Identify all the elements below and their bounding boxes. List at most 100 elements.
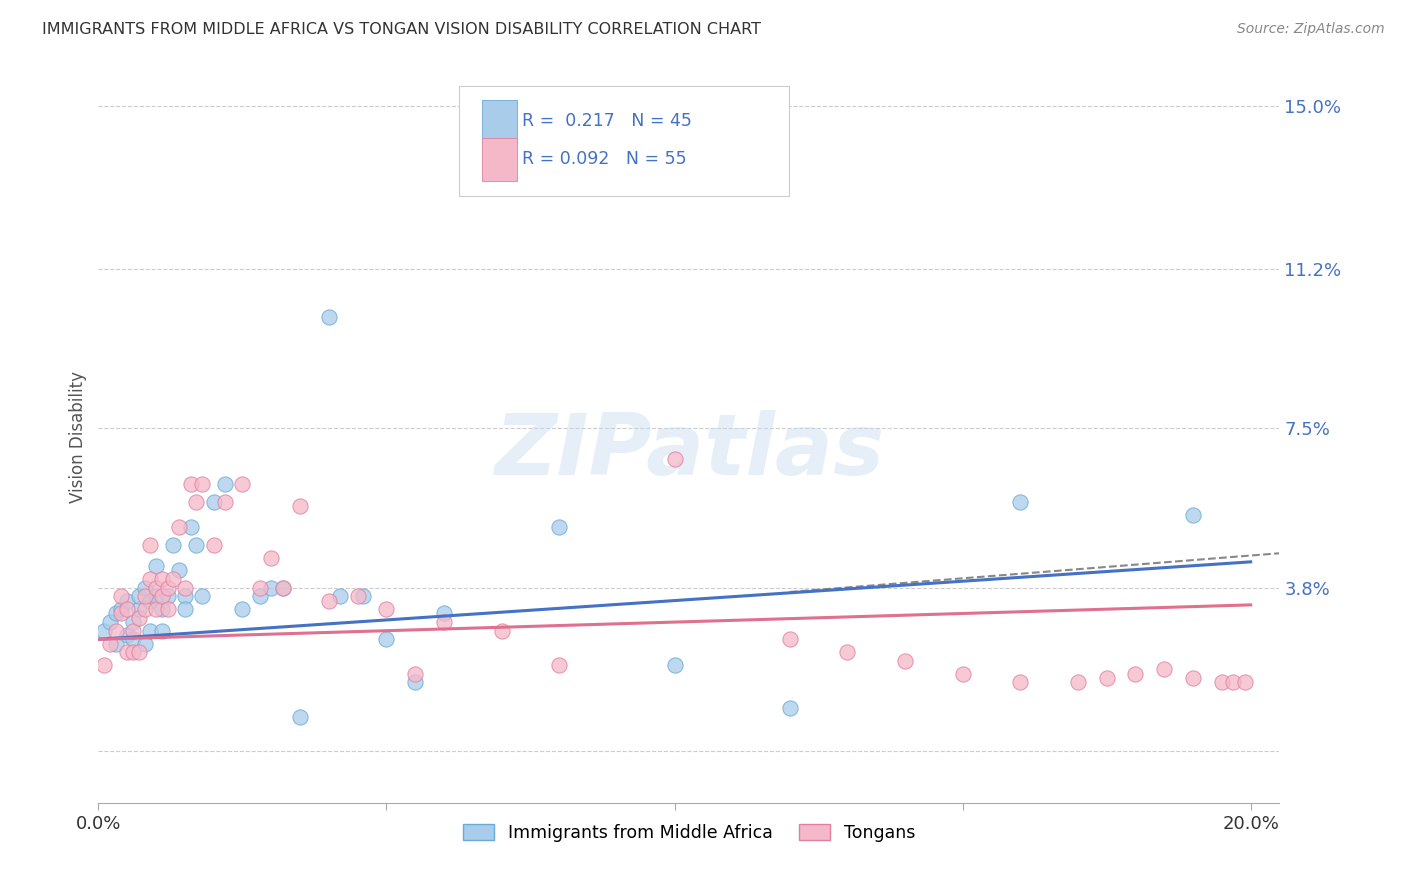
- Point: [779, 632, 801, 647]
- Point: [1125, 666, 1147, 681]
- Point: [104, 607, 127, 621]
- Point: [134, 602, 156, 616]
- Text: R = 0.092   N = 55: R = 0.092 N = 55: [523, 150, 688, 168]
- Point: [134, 581, 156, 595]
- Point: [145, 559, 167, 574]
- Point: [404, 675, 426, 690]
- Text: Source: ZipAtlas.com: Source: ZipAtlas.com: [1237, 22, 1385, 37]
- Point: [271, 581, 294, 595]
- Point: [104, 637, 127, 651]
- Point: [128, 589, 150, 603]
- Point: [191, 589, 214, 603]
- Point: [139, 572, 162, 586]
- Point: [664, 451, 686, 466]
- Point: [837, 645, 859, 659]
- Point: [104, 624, 127, 638]
- Point: [167, 564, 190, 578]
- Point: [110, 589, 132, 603]
- Point: [186, 494, 208, 508]
- Point: [156, 602, 179, 616]
- Point: [491, 624, 513, 638]
- Point: [122, 645, 145, 659]
- Legend: Immigrants from Middle Africa, Tongans: Immigrants from Middle Africa, Tongans: [456, 817, 922, 849]
- Point: [110, 602, 132, 616]
- Point: [952, 666, 974, 681]
- Point: [1067, 675, 1090, 690]
- Point: [134, 637, 156, 651]
- Point: [231, 477, 253, 491]
- Point: [318, 593, 340, 607]
- Text: R =  0.217   N = 45: R = 0.217 N = 45: [523, 112, 692, 130]
- Point: [260, 550, 283, 565]
- Point: [1182, 508, 1205, 522]
- Point: [1095, 671, 1118, 685]
- Point: [173, 602, 195, 616]
- Point: [122, 632, 145, 647]
- Point: [150, 589, 173, 603]
- Point: [128, 602, 150, 616]
- Point: [894, 654, 917, 668]
- Point: [93, 658, 115, 673]
- Point: [318, 310, 340, 324]
- Point: [249, 581, 271, 595]
- Point: [1222, 675, 1244, 690]
- Point: [1010, 675, 1032, 690]
- Point: [548, 658, 571, 673]
- Point: [139, 538, 162, 552]
- Point: [145, 589, 167, 603]
- Point: [664, 658, 686, 673]
- Point: [115, 628, 138, 642]
- Point: [202, 494, 225, 508]
- Point: [145, 581, 167, 595]
- Point: [433, 615, 456, 629]
- Point: [249, 589, 271, 603]
- Point: [98, 615, 121, 629]
- Point: [1182, 671, 1205, 685]
- Point: [150, 602, 173, 616]
- Point: [779, 701, 801, 715]
- Point: [122, 624, 145, 638]
- Point: [156, 581, 179, 595]
- Point: [134, 589, 156, 603]
- Point: [150, 624, 173, 638]
- Point: [404, 666, 426, 681]
- Point: [231, 602, 253, 616]
- Point: [128, 611, 150, 625]
- Point: [433, 607, 456, 621]
- FancyBboxPatch shape: [482, 137, 516, 181]
- FancyBboxPatch shape: [458, 86, 789, 195]
- Point: [202, 538, 225, 552]
- Point: [110, 607, 132, 621]
- Point: [150, 572, 173, 586]
- Point: [1233, 675, 1256, 690]
- Point: [115, 602, 138, 616]
- Point: [288, 710, 311, 724]
- Point: [1010, 494, 1032, 508]
- Point: [162, 538, 184, 552]
- Point: [186, 538, 208, 552]
- Point: [260, 581, 283, 595]
- Point: [139, 593, 162, 607]
- Point: [180, 520, 202, 534]
- Point: [191, 477, 214, 491]
- Point: [329, 589, 352, 603]
- Point: [173, 581, 195, 595]
- FancyBboxPatch shape: [482, 100, 516, 143]
- Point: [115, 645, 138, 659]
- Point: [180, 477, 202, 491]
- Point: [128, 645, 150, 659]
- Point: [352, 589, 374, 603]
- Text: IMMIGRANTS FROM MIDDLE AFRICA VS TONGAN VISION DISABILITY CORRELATION CHART: IMMIGRANTS FROM MIDDLE AFRICA VS TONGAN …: [42, 22, 761, 37]
- Point: [156, 589, 179, 603]
- Point: [145, 602, 167, 616]
- Point: [548, 520, 571, 534]
- Text: ZIPatlas: ZIPatlas: [494, 410, 884, 493]
- Point: [162, 572, 184, 586]
- Point: [139, 624, 162, 638]
- Point: [122, 615, 145, 629]
- Point: [214, 477, 236, 491]
- Point: [288, 499, 311, 513]
- Point: [375, 632, 398, 647]
- Point: [1153, 662, 1175, 676]
- Point: [93, 624, 115, 638]
